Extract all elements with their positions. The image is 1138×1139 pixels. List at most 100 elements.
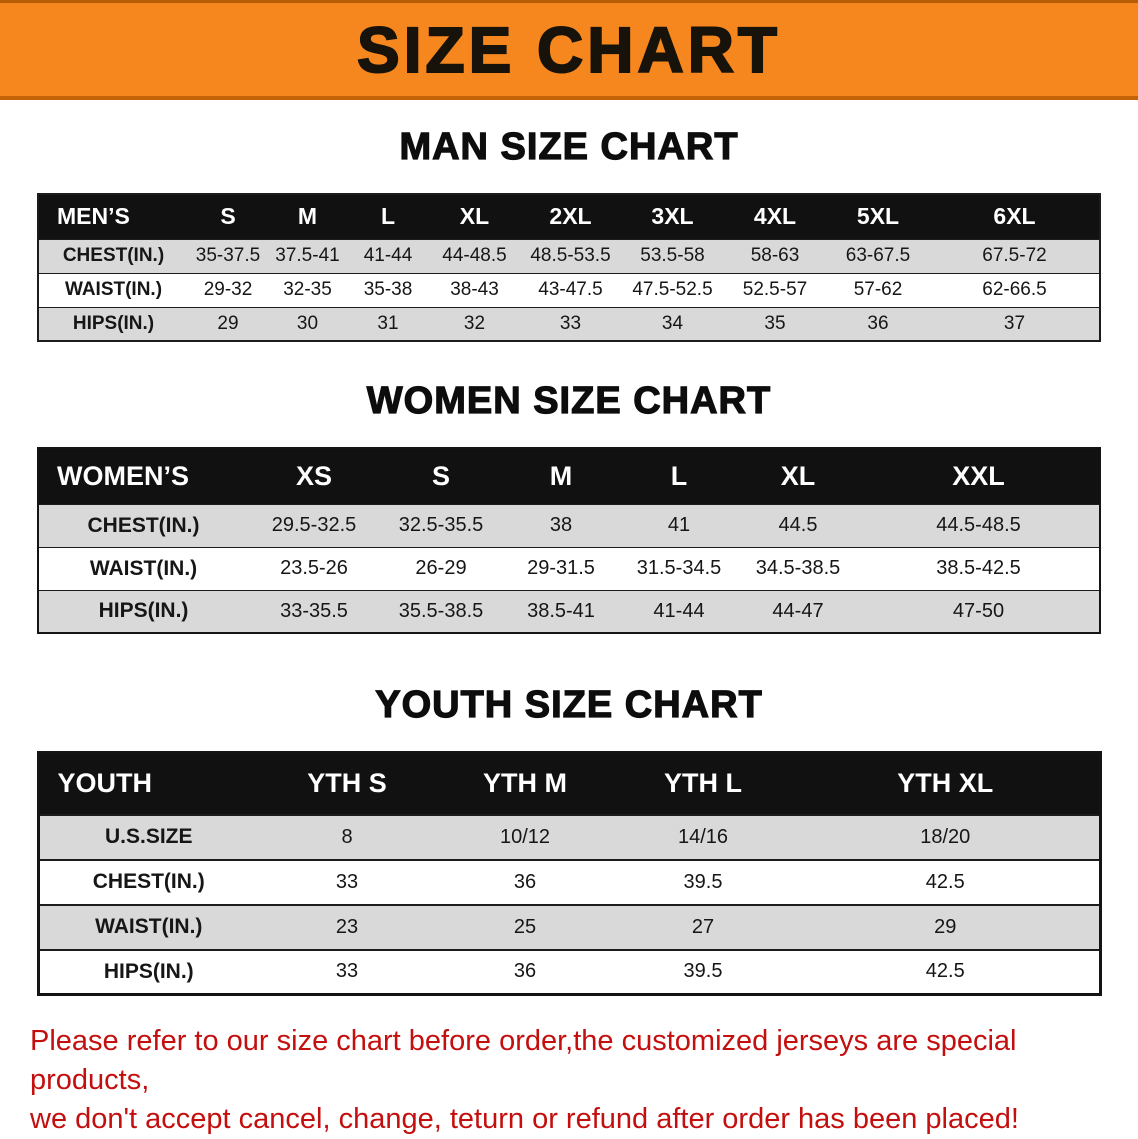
size-value: 39.5: [614, 948, 792, 996]
size-value: 42.5: [792, 858, 1100, 906]
size-value: 37: [930, 306, 1100, 342]
size-value: 36: [436, 948, 614, 996]
column-header: YTH S: [258, 751, 436, 816]
size-value: 41: [620, 503, 738, 548]
column-header: XXL: [858, 447, 1100, 505]
youth-chest-row: CHEST(IN.) 33 36 39.5 42.5: [38, 858, 1100, 906]
size-value: 35.5-38.5: [380, 589, 502, 634]
size-value: 48.5-53.5: [520, 238, 621, 274]
size-value: 18/20: [792, 813, 1100, 861]
size-value: 23.5-26: [248, 546, 380, 591]
size-value: 41-44: [620, 589, 738, 634]
women-size-table: WOMEN’S XS S M L XL XXL CHEST(IN.) 29.5-…: [37, 447, 1101, 634]
youth-header-row: YOUTH YTH S YTH M YTH L YTH XL: [38, 751, 1100, 816]
row-label: CHEST(IN.): [38, 858, 258, 906]
size-value: 35: [724, 306, 826, 342]
men-header-row: MEN’S S M L XL 2XL 3XL 4XL 5XL 6XL: [38, 193, 1100, 240]
column-header: 6XL: [930, 193, 1100, 240]
size-value: 31.5-34.5: [620, 546, 738, 591]
women-header-row: WOMEN’S XS S M L XL XXL: [38, 447, 1100, 505]
youth-table-title: YOUTH: [38, 751, 258, 816]
women-waist-row: WAIST(IN.) 23.5-26 26-29 29-31.5 31.5-34…: [38, 546, 1100, 591]
row-label: HIPS(IN.): [38, 589, 248, 634]
size-value: 14/16: [614, 813, 792, 861]
size-value: 33: [258, 858, 436, 906]
column-header: 3XL: [621, 193, 724, 240]
row-label: HIPS(IN.): [38, 306, 188, 342]
size-value: 23: [258, 903, 436, 951]
size-value: 33-35.5: [248, 589, 380, 634]
size-value: 57-62: [826, 272, 930, 308]
size-value: 38-43: [429, 272, 520, 308]
size-value: 62-66.5: [930, 272, 1100, 308]
column-header: YTH L: [614, 751, 792, 816]
row-label: CHEST(IN.): [38, 503, 248, 548]
size-value: 10/12: [436, 813, 614, 861]
size-value: 32: [429, 306, 520, 342]
column-header: S: [188, 193, 268, 240]
size-value: 42.5: [792, 948, 1100, 996]
size-value: 31: [347, 306, 429, 342]
size-value: 43-47.5: [520, 272, 621, 308]
column-header: 2XL: [520, 193, 621, 240]
column-header: S: [380, 447, 502, 505]
size-value: 35-38: [347, 272, 429, 308]
men-chest-row: CHEST(IN.) 35-37.5 37.5-41 41-44 44-48.5…: [38, 238, 1100, 274]
size-value: 52.5-57: [724, 272, 826, 308]
size-value: 47-50: [858, 589, 1100, 634]
size-value: 36: [436, 858, 614, 906]
size-value: 39.5: [614, 858, 792, 906]
row-label: WAIST(IN.): [38, 546, 248, 591]
size-chart-banner: SIZE CHART: [0, 0, 1138, 100]
size-value: 30: [268, 306, 347, 342]
size-value: 25: [436, 903, 614, 951]
size-value: 38.5-41: [502, 589, 620, 634]
row-label: WAIST(IN.): [38, 903, 258, 951]
youth-waist-row: WAIST(IN.) 23 25 27 29: [38, 903, 1100, 951]
women-table-title: WOMEN’S: [38, 447, 248, 505]
size-value: 63-67.5: [826, 238, 930, 274]
size-value: 41-44: [347, 238, 429, 274]
size-value: 44.5-48.5: [858, 503, 1100, 548]
men-waist-row: WAIST(IN.) 29-32 32-35 35-38 38-43 43-47…: [38, 272, 1100, 308]
size-value: 35-37.5: [188, 238, 268, 274]
size-value: 29-31.5: [502, 546, 620, 591]
size-value: 38: [502, 503, 620, 548]
size-value: 38.5-42.5: [858, 546, 1100, 591]
youth-section-title: YOUTH SIZE CHART: [375, 683, 763, 726]
size-chart-title: SIZE CHART: [356, 13, 781, 87]
size-value: 29: [792, 903, 1100, 951]
size-value: 33: [258, 948, 436, 996]
size-value: 36: [826, 306, 930, 342]
column-header: 4XL: [724, 193, 826, 240]
column-header: M: [502, 447, 620, 505]
size-value: 58-63: [724, 238, 826, 274]
size-value: 8: [258, 813, 436, 861]
row-label: WAIST(IN.): [38, 272, 188, 308]
column-header: XS: [248, 447, 380, 505]
size-value: 47.5-52.5: [621, 272, 724, 308]
column-header: L: [620, 447, 738, 505]
size-value: 44.5: [738, 503, 858, 548]
size-value: 53.5-58: [621, 238, 724, 274]
size-value: 29-32: [188, 272, 268, 308]
size-value: 32-35: [268, 272, 347, 308]
youth-size-table: YOUTH YTH S YTH M YTH L YTH XL U.S.SIZE …: [36, 751, 1102, 996]
size-value: 29: [188, 306, 268, 342]
size-value: 26-29: [380, 546, 502, 591]
men-size-table: MEN’S S M L XL 2XL 3XL 4XL 5XL 6XL CHEST…: [37, 193, 1101, 342]
size-value: 29.5-32.5: [248, 503, 380, 548]
women-chest-row: CHEST(IN.) 29.5-32.5 32.5-35.5 38 41 44.…: [38, 503, 1100, 548]
men-table-title: MEN’S: [38, 193, 188, 240]
column-header: L: [347, 193, 429, 240]
size-value: 67.5-72: [930, 238, 1100, 274]
column-header: YTH XL: [792, 751, 1100, 816]
size-value: 44-48.5: [429, 238, 520, 274]
men-hips-row: HIPS(IN.) 29 30 31 32 33 34 35 36 37: [38, 306, 1100, 342]
row-label: HIPS(IN.): [38, 948, 258, 996]
youth-ussize-row: U.S.SIZE 8 10/12 14/16 18/20: [38, 813, 1100, 861]
column-header: 5XL: [826, 193, 930, 240]
row-label: U.S.SIZE: [38, 813, 258, 861]
column-header: XL: [738, 447, 858, 505]
size-value: 32.5-35.5: [380, 503, 502, 548]
